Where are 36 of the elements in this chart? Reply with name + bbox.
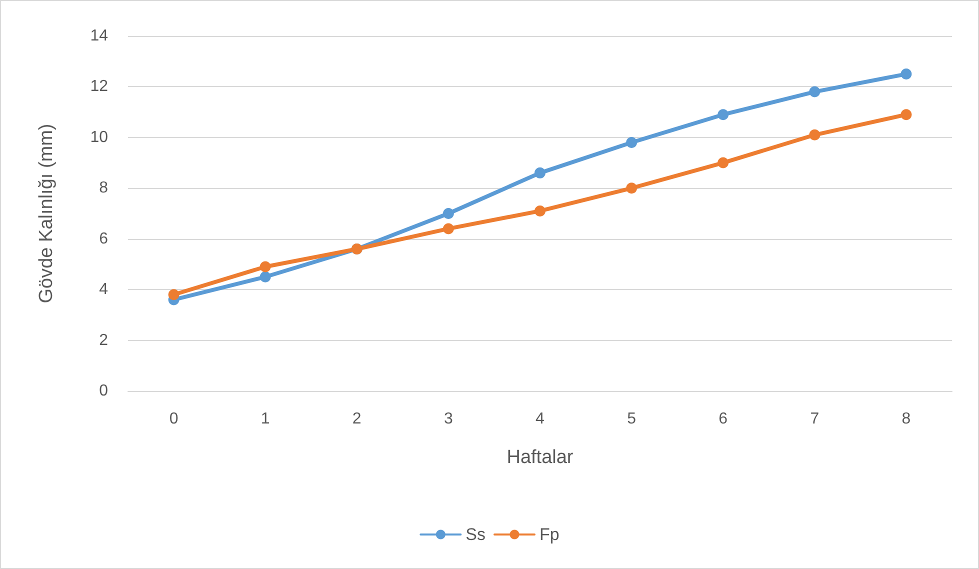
point <box>900 68 912 80</box>
y-tick-label: 6 <box>99 230 108 248</box>
y-tick-label: 12 <box>90 78 108 96</box>
x-tick-label: 5 <box>627 410 636 428</box>
y-tick-label: 4 <box>99 281 108 298</box>
point <box>534 205 546 216</box>
point <box>168 289 180 300</box>
y-tick-label: 0 <box>99 382 108 400</box>
legend-label: Fp <box>540 525 560 544</box>
x-tick-label: 2 <box>352 410 362 428</box>
x-tick-label: 0 <box>169 410 178 428</box>
legend-label: Ss <box>466 525 486 544</box>
y-tick-label: 2 <box>99 332 108 349</box>
point <box>718 157 729 168</box>
y-tick-label: 10 <box>90 128 108 146</box>
point <box>626 182 638 194</box>
point <box>534 167 546 178</box>
x-axis-title: Haftalar <box>506 447 574 468</box>
point <box>260 261 271 272</box>
point <box>809 86 820 98</box>
x-tick-label: 4 <box>536 410 545 428</box>
point <box>809 129 820 140</box>
point <box>442 223 454 234</box>
x-tick-label: 6 <box>718 410 728 428</box>
x-tick-label: 3 <box>444 410 453 428</box>
x-tick-label: 7 <box>810 410 820 428</box>
point <box>900 109 912 120</box>
x-tick-label: 8 <box>902 410 911 428</box>
point <box>626 137 638 148</box>
y-axis-title: Gövde Kalınlığı (mm) <box>36 124 57 304</box>
y-tick-label: 14 <box>90 28 108 44</box>
point <box>260 271 271 282</box>
x-tick-label: 1 <box>260 410 270 428</box>
point <box>718 109 729 120</box>
point <box>442 208 454 219</box>
y-tick-label: 8 <box>99 180 108 197</box>
